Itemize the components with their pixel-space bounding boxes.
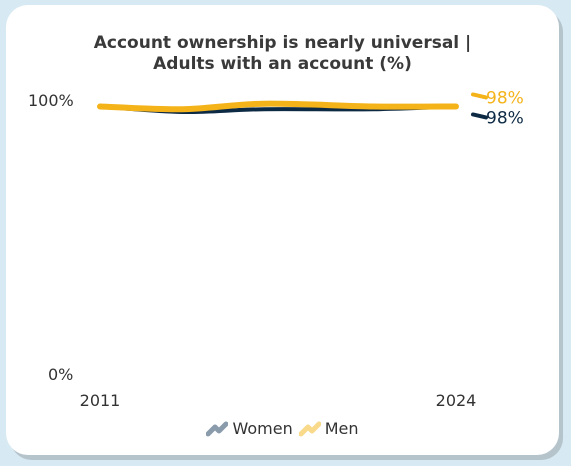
legend-item-men[interactable]: Men <box>298 419 359 438</box>
series-line-men <box>97 100 459 113</box>
legend-label-women: Women <box>232 419 293 438</box>
x-tick-label-start: 2011 <box>80 391 121 410</box>
end-label-leader-men <box>471 92 488 100</box>
y-tick-label-100: 100% <box>28 91 74 110</box>
legend-label-men: Men <box>324 419 359 438</box>
women-line-icon <box>206 421 229 436</box>
line-chart: 100% 0% 2011 2024 98%98% <box>28 88 524 410</box>
chart-title-line-1: Account ownership is nearly universal | <box>93 33 472 53</box>
y-tick-label-0: 0% <box>48 365 73 384</box>
end-label-leader-women <box>471 112 488 120</box>
series-layer: 98%98% <box>97 88 524 128</box>
chart-title-line-2: Adults with an account (%) <box>153 54 412 74</box>
end-label-men: 98% <box>486 88 524 108</box>
legend-item-women[interactable]: Women <box>206 419 293 438</box>
end-label-women: 98% <box>486 108 524 128</box>
chart-title: Account ownership is nearly universal | … <box>6 33 559 75</box>
legend: Women Men <box>6 419 559 438</box>
x-tick-label-end: 2024 <box>436 391 477 410</box>
chart-card: Account ownership is nearly universal | … <box>6 5 559 455</box>
men-line-icon <box>298 421 321 436</box>
